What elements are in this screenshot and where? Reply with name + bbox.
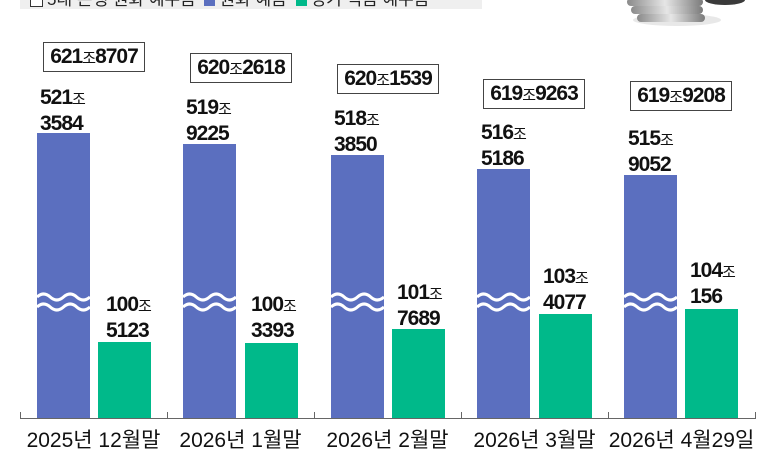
green-value-label: 103조 4077 xyxy=(543,265,589,314)
legend: 5대 은행 원화 예수금 원화 예금 정기 적금 예수금 xyxy=(20,0,482,9)
x-axis-label: 2026년 4월29일 xyxy=(608,429,755,452)
total-box: 621조8707 xyxy=(43,42,145,72)
x-axis-label: 2026년 2월말 xyxy=(326,429,449,452)
axis-tick xyxy=(608,412,609,419)
axis-break-icon xyxy=(624,292,677,312)
legend-swatch-green xyxy=(295,0,307,7)
blue-value-label: 519조 9225 xyxy=(186,96,232,145)
legend-swatch-blue xyxy=(204,0,216,7)
green-bar xyxy=(539,314,592,418)
blue-bar xyxy=(37,133,90,418)
blue-value-label: 516조 5186 xyxy=(481,121,527,170)
green-value-label: 104조 156 xyxy=(690,259,736,308)
x-axis-label: 2026년 3월말 xyxy=(473,429,596,452)
legend-label-green: 정기 적금 예수금 xyxy=(311,0,430,9)
x-axis-label: 2025년 12월말 xyxy=(26,429,161,452)
blue-bar xyxy=(183,144,236,418)
axis-break-icon xyxy=(477,292,530,312)
blue-value-label: 521조 3584 xyxy=(40,86,86,135)
axis-tick xyxy=(167,412,168,419)
legend-swatch-total xyxy=(30,0,43,8)
total-box: 619조9263 xyxy=(483,79,585,109)
green-bar xyxy=(392,329,445,418)
blue-value-label: 515조 9052 xyxy=(628,127,674,176)
green-value-label: 101조 7689 xyxy=(397,281,443,330)
green-bar xyxy=(98,342,151,418)
axis-tick xyxy=(461,412,462,419)
green-value-label: 100조 3393 xyxy=(251,293,297,342)
total-box: 620조1539 xyxy=(337,64,439,94)
total-box: 620조2618 xyxy=(190,53,292,83)
axis-tick xyxy=(20,412,21,419)
x-axis-label: 2026년 1월말 xyxy=(179,429,302,452)
blue-bar xyxy=(331,155,384,418)
blue-bar xyxy=(477,169,530,418)
axis-break-icon xyxy=(331,292,384,312)
axis-tick xyxy=(755,412,756,419)
x-axis xyxy=(20,418,756,419)
legend-label-total: 5대 은행 원화 예수금 xyxy=(47,0,196,9)
total-box: 619조9208 xyxy=(630,81,732,111)
legend-label-blue: 원화 예금 xyxy=(219,0,286,9)
axis-break-icon xyxy=(183,292,236,312)
blue-bar xyxy=(624,175,677,418)
coins-icon xyxy=(627,0,745,26)
blue-value-label: 518조 3850 xyxy=(334,107,380,156)
axis-tick xyxy=(314,412,315,419)
green-value-label: 100조 5123 xyxy=(106,293,152,342)
bar-chart: 621조8707 521조 3584 100조 5123 620조2618 519조… xyxy=(20,42,756,452)
axis-break-icon xyxy=(37,292,90,312)
green-bar xyxy=(245,343,298,418)
green-bar xyxy=(685,309,738,418)
